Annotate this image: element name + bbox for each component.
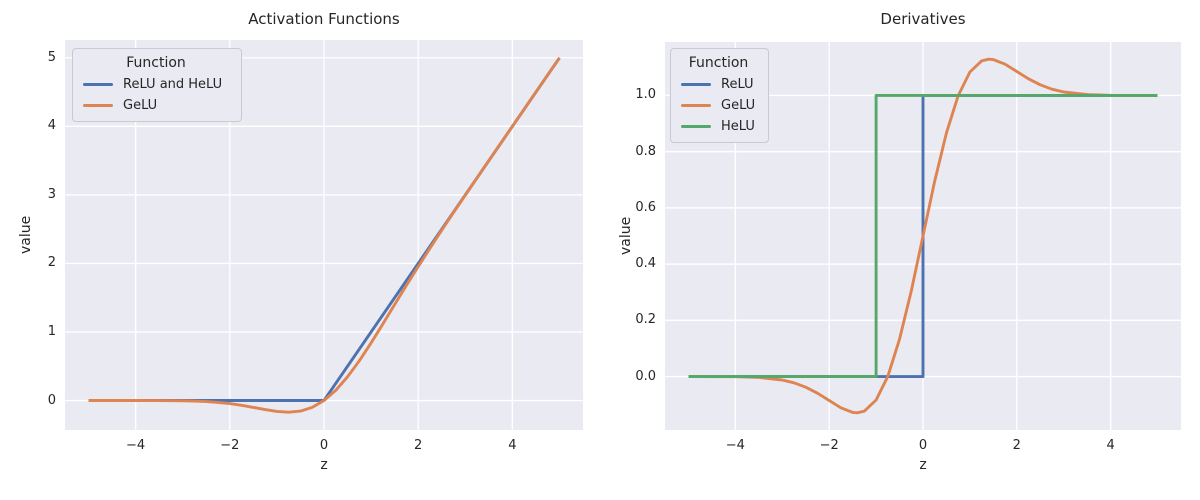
y-tick-label: 0.2 bbox=[635, 312, 656, 328]
x-tick-label: 4 bbox=[1106, 438, 1115, 453]
legend-line-sample bbox=[83, 83, 113, 86]
legend-entry-label: GeLU bbox=[721, 98, 756, 113]
y-axis-label: value bbox=[618, 216, 634, 256]
series-line-relu-and-helu bbox=[88, 56, 561, 402]
x-tick-label: −2 bbox=[220, 438, 240, 453]
y-tick-label: 0.4 bbox=[635, 256, 656, 272]
series-line-helu bbox=[688, 93, 1158, 379]
y-tick-label: 3 bbox=[47, 186, 56, 202]
series-line-relu bbox=[688, 93, 1158, 379]
x-tick-label: −4 bbox=[725, 438, 745, 453]
y-tick-label: 2 bbox=[47, 255, 56, 271]
chart-title: Derivatives bbox=[880, 10, 966, 28]
legend-line-sample bbox=[83, 104, 113, 107]
plot-area: z value Function ReLU and HeLU GeLU −4 −2 0… bbox=[18, 40, 583, 473]
legend-line-sample bbox=[681, 125, 711, 128]
chart-title: Activation Functions bbox=[248, 10, 400, 28]
legend-rows: ReLU and HeLU GeLU bbox=[83, 77, 229, 113]
legend-entry: HeLU bbox=[681, 119, 756, 134]
legend-entry: ReLU bbox=[681, 77, 756, 92]
y-tick-label: 0 bbox=[47, 392, 56, 408]
x-axis-label: z bbox=[919, 457, 927, 473]
legend-title: Function bbox=[688, 55, 749, 71]
x-tick-label: 0 bbox=[918, 438, 928, 453]
y-tick-label: 0.8 bbox=[635, 143, 656, 159]
y-tick-label: 0.0 bbox=[635, 368, 656, 384]
x-tick-label: −4 bbox=[126, 438, 146, 453]
legend-entry: ReLU and HeLU bbox=[83, 77, 229, 92]
legend-line-sample bbox=[681, 83, 711, 86]
legend-entry: GeLU bbox=[681, 98, 756, 113]
plot-canvas bbox=[65, 40, 583, 430]
plot-area: z value Function ReLU GeLU HeLU −4 −2 0 2 4 0.0… bbox=[618, 42, 1181, 473]
y-tick-label: 1.0 bbox=[635, 87, 656, 103]
y-tick-label: 5 bbox=[47, 49, 56, 65]
legend-line-sample bbox=[681, 104, 711, 107]
legend-entry: GeLU bbox=[83, 98, 229, 113]
legend-entry-label: GeLU bbox=[123, 98, 158, 113]
y-tick-label: 1 bbox=[47, 323, 56, 339]
legend: Function ReLU and HeLU GeLU bbox=[72, 48, 242, 122]
y-tick-label: 0.6 bbox=[635, 199, 656, 215]
x-tick-label: 2 bbox=[1012, 438, 1021, 453]
legend-entry-label: ReLU and HeLU bbox=[123, 77, 223, 92]
x-tick-label: 0 bbox=[319, 438, 329, 453]
series-line-gelu bbox=[688, 57, 1158, 415]
plot-canvas bbox=[665, 42, 1181, 430]
y-tick-label: 4 bbox=[47, 118, 56, 134]
y-axis-label: value bbox=[18, 215, 34, 255]
x-tick-label: 4 bbox=[508, 438, 517, 453]
legend-rows: ReLU GeLU HeLU bbox=[681, 77, 756, 134]
legend-title: Function bbox=[126, 55, 186, 71]
x-axis-label: z bbox=[320, 457, 328, 473]
series-line-gelu bbox=[88, 56, 561, 414]
x-tick-label: 2 bbox=[414, 438, 423, 453]
legend: Function ReLU GeLU HeLU bbox=[670, 48, 769, 143]
x-tick-label: −2 bbox=[819, 438, 839, 453]
legend-entry-label: ReLU bbox=[721, 77, 754, 92]
legend-entry-label: HeLU bbox=[721, 119, 755, 134]
